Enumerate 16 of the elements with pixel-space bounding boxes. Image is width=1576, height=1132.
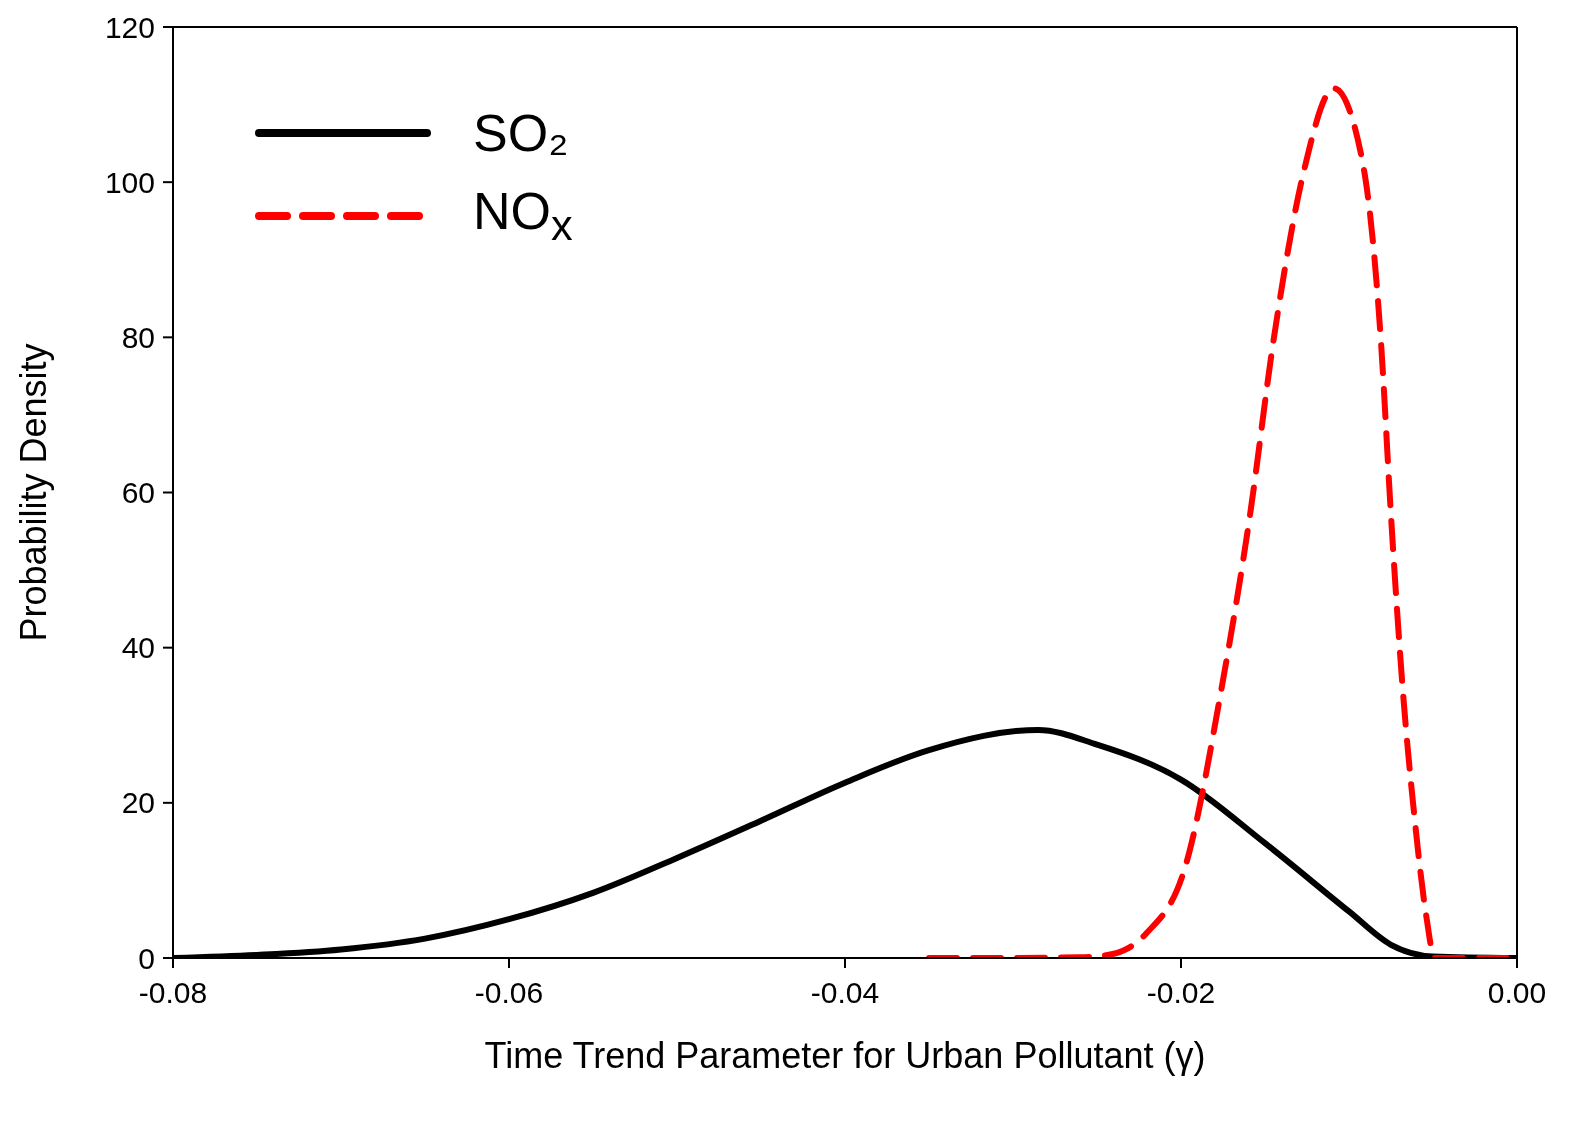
x-tick-label: -0.06 (474, 976, 544, 1010)
legend-label: SO₂ (473, 103, 569, 163)
y-tick-label: 20 (121, 786, 155, 820)
legend-label: NO$_{x}$ (473, 181, 573, 251)
x-tick-label: 0.00 (1487, 976, 1547, 1010)
y-tick-label: 40 (121, 631, 155, 665)
y-axis-title: Probability Density (13, 343, 54, 642)
y-tick-label: 120 (104, 10, 155, 44)
y-tick-label: 100 (104, 165, 155, 199)
x-tick-label: -0.08 (138, 976, 208, 1010)
y-tick-label: 80 (121, 320, 155, 354)
x-tick-label: -0.02 (1146, 976, 1216, 1010)
x-axis-title: Time Trend Parameter for Urban Pollutant (γ) (484, 1035, 1206, 1076)
x-tick-label: -0.04 (810, 976, 880, 1010)
y-tick-label: 0 (138, 941, 155, 975)
y-tick-label: 60 (121, 476, 155, 510)
